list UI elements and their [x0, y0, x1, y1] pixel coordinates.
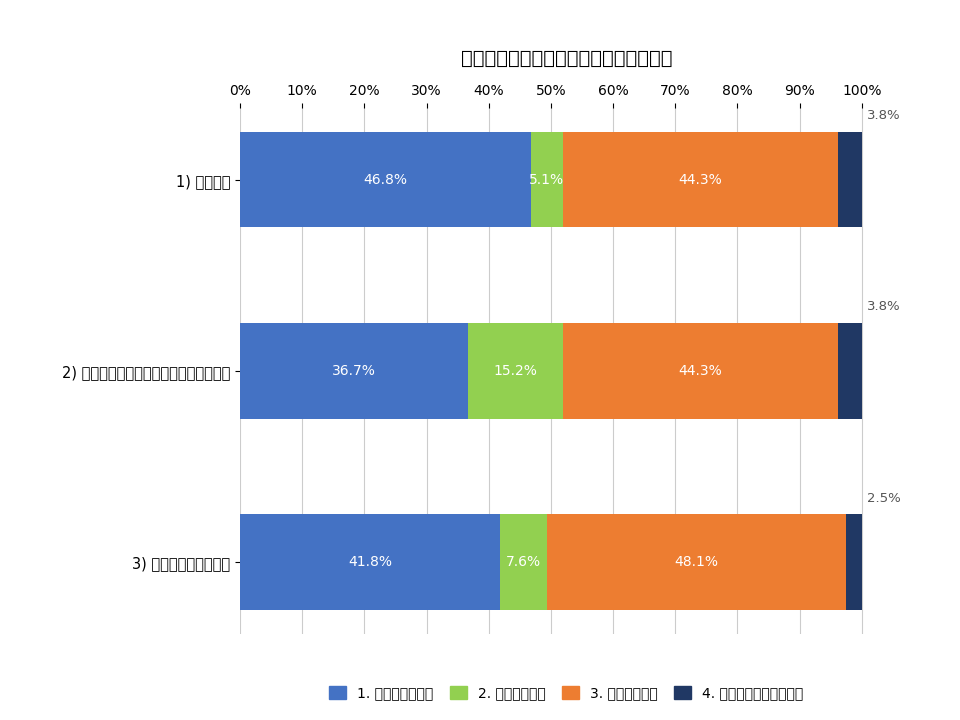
Bar [531, 132, 563, 228]
Text: 7.6%: 7.6% [506, 555, 541, 569]
Bar [240, 323, 468, 418]
Text: 44.3%: 44.3% [679, 173, 722, 186]
Bar [547, 514, 846, 610]
Text: 15.2%: 15.2% [493, 364, 538, 378]
Bar [468, 323, 563, 418]
Text: 2.5%: 2.5% [867, 492, 900, 505]
Text: 5.1%: 5.1% [529, 173, 564, 186]
Title: 職場での対策状況（出勤ならびに昼食）: 職場での対策状況（出勤ならびに昼食） [461, 48, 672, 68]
Bar [563, 132, 838, 228]
Bar [846, 514, 862, 610]
Text: 44.3%: 44.3% [679, 364, 722, 378]
Bar [838, 132, 862, 228]
Text: 48.1%: 48.1% [675, 555, 719, 569]
Text: 3.8%: 3.8% [867, 109, 900, 122]
Text: 36.7%: 36.7% [332, 364, 376, 378]
Bar [240, 132, 531, 228]
Bar [240, 514, 500, 610]
Bar [500, 514, 547, 610]
Text: 3.8%: 3.8% [867, 300, 900, 313]
Text: 41.8%: 41.8% [348, 555, 392, 569]
Legend: 1. 実施していない, 2. 推奨している, 3. 実施している, 4. 職場の出勤者はいない: 1. 実施していない, 2. 推奨している, 3. 実施している, 4. 職場の… [329, 686, 804, 701]
Bar [838, 323, 862, 418]
Text: 46.8%: 46.8% [364, 173, 407, 186]
Bar [563, 323, 838, 418]
